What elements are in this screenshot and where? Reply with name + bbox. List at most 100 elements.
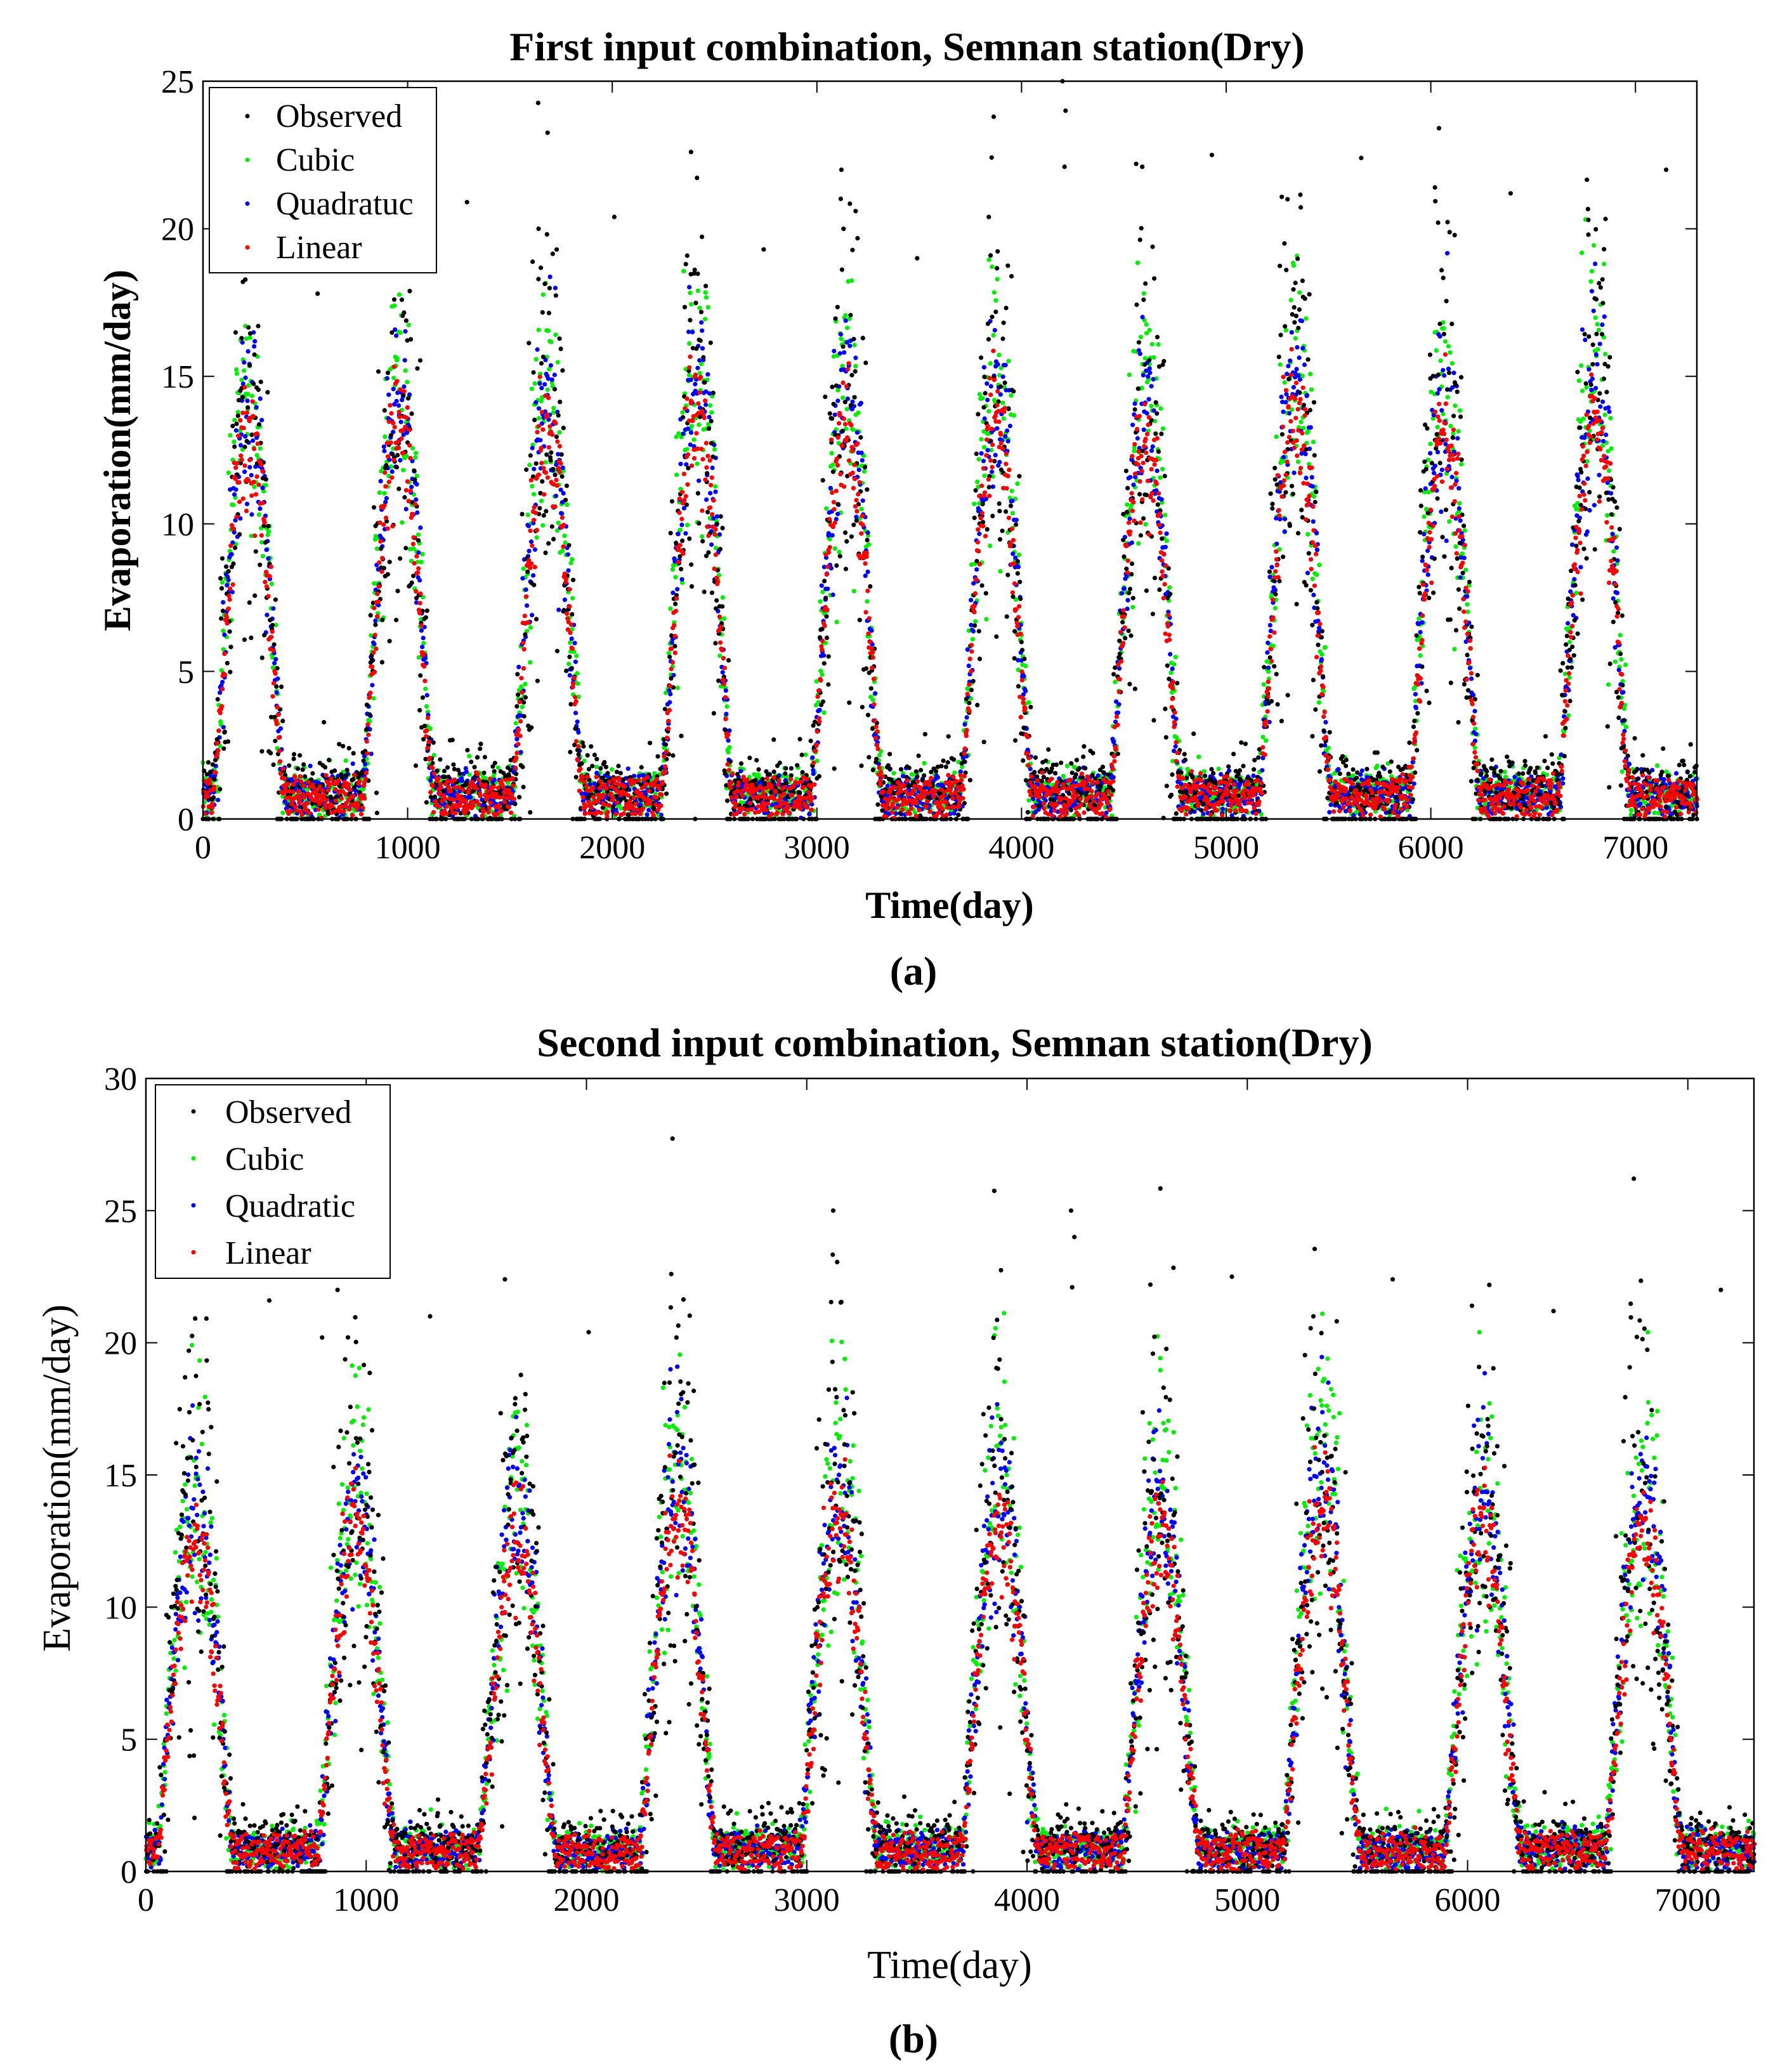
point-cubic [844,407,849,412]
point-observed [268,750,273,756]
point-quadratuc [1125,606,1130,612]
point-cubic [1160,466,1165,472]
point-quadratuc [1616,667,1621,672]
point-cubic [1158,406,1163,411]
point-cubic [1164,538,1169,544]
point-observed [270,622,275,628]
point-quadratuc [690,329,695,335]
point-quadratuc [1428,450,1433,456]
point-quadratuc [1292,470,1297,475]
point-quadratuc [1445,251,1450,256]
point-quadratuc [1585,529,1590,534]
point-cubic [1142,356,1148,361]
point-quadratuc [865,569,870,575]
point-quadratuc [220,679,225,685]
point-quadratuc [1627,761,1632,767]
point-quadratuc [382,449,387,454]
point-cubic [252,484,257,490]
point-quadratuc [1600,399,1606,404]
point-cubic [235,410,240,415]
point-quadratuc [1132,401,1137,406]
point-quadratuc [1455,436,1460,441]
point-cubic [371,696,376,701]
point-observed [220,608,225,613]
point-quadratuc [492,777,497,782]
point-cubic [1009,393,1014,398]
point-quadratuc [528,539,534,544]
point-quadratuc [669,640,674,645]
point-cubic [1305,429,1311,434]
point-cubic [263,483,268,488]
point-cubic [980,396,985,401]
point-quadratuc [1159,497,1164,502]
point-quadratuc [1566,620,1571,626]
point-quadratuc [1269,565,1274,570]
point-cubic [1576,378,1581,383]
point-quadratuc [679,577,684,582]
point-cubic [543,460,548,465]
point-quadratuc [1586,367,1592,372]
point-quadratuc [1595,362,1600,367]
point-cubic [234,371,239,376]
point-quadratuc [1309,475,1314,480]
point-cubic [997,353,1002,358]
point-cubic [681,268,686,273]
point-quadratuc [625,766,631,771]
point-observed [259,655,265,660]
point-cubic [280,810,285,815]
point-observed [218,787,223,792]
point-quadratuc [1446,366,1451,372]
point-cubic [670,567,675,572]
point-quadratuc [381,444,386,449]
point-cubic [400,520,405,525]
point-cubic [1149,403,1154,409]
point-observed [211,795,216,800]
point-quadratuc [566,568,571,573]
point-cubic [396,292,402,297]
point-cubic [1163,513,1168,518]
point-cubic [467,754,472,759]
point-quadratuc [259,417,265,423]
point-cubic [1448,350,1453,355]
point-quadratuc [229,552,234,557]
point-cubic [721,616,726,621]
points-a [200,79,1699,822]
point-observed [256,387,261,392]
point-observed [208,770,213,775]
point-quadratuc [233,428,239,433]
point-cubic [1026,798,1031,803]
point-observed [262,632,267,638]
point-quadratuc [535,347,540,352]
point-cubic [1435,424,1440,429]
point-cubic [1061,773,1066,778]
point-cubic [1026,700,1031,705]
point-quadratuc [398,419,403,424]
point-cubic [990,265,995,270]
point-cubic [528,625,533,630]
point-observed [268,617,273,623]
point-quadratuc [1449,475,1455,480]
point-quadratuc [308,763,313,768]
point-quadratuc [403,506,409,512]
point-quadratuc [533,400,539,405]
point-quadratuc [1560,776,1566,781]
point-cubic [1595,322,1600,327]
point-cubic [702,317,708,322]
point-cubic [395,356,400,361]
point-cubic [1445,395,1450,400]
point-cubic [832,546,837,551]
point-observed [226,739,231,744]
point-observed [258,379,263,384]
point-quadratuc [675,587,680,592]
point-cubic [256,512,261,517]
point-cubic [910,772,915,777]
point-quadratuc [990,484,995,489]
point-cubic [521,566,526,572]
point-cubic [713,484,718,489]
point-quadratuc [539,386,544,391]
point-cubic [852,343,857,348]
point-observed [206,760,211,765]
point-quadratuc [1359,768,1364,773]
point-cubic [1149,342,1154,347]
point-cubic [218,743,223,749]
